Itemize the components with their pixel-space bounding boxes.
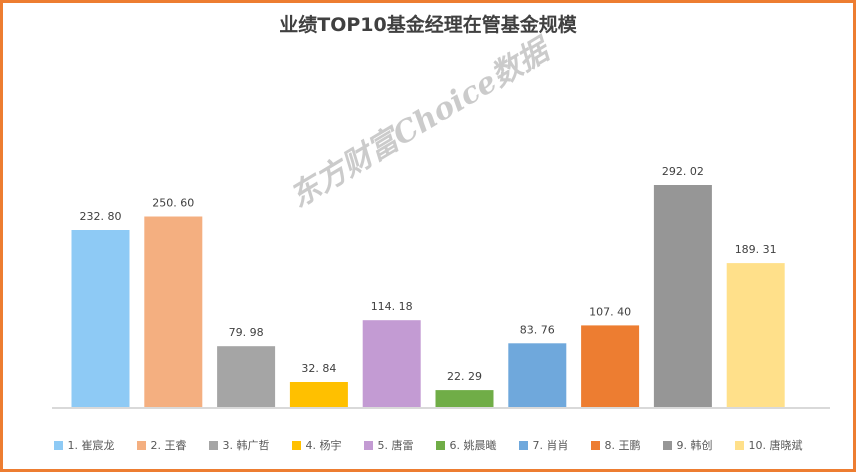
legend-item-2: 2. 王睿 <box>136 437 187 453</box>
legend-label: 9. 韩创 <box>676 439 713 452</box>
bar-1 <box>71 230 130 407</box>
data-label-2: 250. 60 <box>152 197 194 210</box>
legend: 1. 崔宸龙 2. 王睿 3. 韩广哲 4. 杨宇 5. 唐雷 6. 姚晨曦 7. 肖肖 8.… <box>0 437 856 453</box>
legend-label: 8. 王鹏 <box>604 439 641 452</box>
legend-label: 3. 韩广哲 <box>222 439 270 452</box>
bar-6 <box>435 390 494 407</box>
legend-item-10: 10. 唐晓斌 <box>734 437 803 453</box>
bar-10 <box>726 263 785 407</box>
legend-label: 2. 王睿 <box>150 439 187 452</box>
legend-label: 1. 崔宸龙 <box>67 439 115 452</box>
legend-swatch <box>53 440 63 450</box>
chart-title: 业绩TOP10基金经理在管基金规模 <box>279 14 577 36</box>
bar-7 <box>508 343 567 407</box>
legend-label: 5. 唐雷 <box>377 439 414 452</box>
data-label-1: 232. 80 <box>80 210 122 223</box>
legend-swatch <box>734 440 744 450</box>
bar-3 <box>217 346 276 407</box>
bar-chart: 232. 80 250. 60 79. 98 32. 84 114. 18 22. 29 8… <box>52 165 830 409</box>
bar-9 <box>653 185 712 407</box>
data-label-5: 114. 18 <box>371 300 413 313</box>
legend-swatch <box>662 440 672 450</box>
legend-item-9: 9. 韩创 <box>662 437 713 453</box>
legend-swatch <box>518 440 528 450</box>
legend-item-6: 6. 姚晨曦 <box>435 437 497 453</box>
legend-item-3: 3. 韩广哲 <box>208 437 270 453</box>
legend-swatch <box>435 440 445 450</box>
legend-label: 6. 姚晨曦 <box>449 439 497 452</box>
data-label-7: 83. 76 <box>520 323 555 336</box>
legend-item-7: 7. 肖肖 <box>518 437 569 453</box>
legend-item-1: 1. 崔宸龙 <box>53 437 115 453</box>
data-label-9: 292. 02 <box>662 165 704 178</box>
data-label-4: 32. 84 <box>301 362 336 375</box>
legend-swatch <box>136 440 146 450</box>
data-label-10: 189. 31 <box>735 243 777 256</box>
legend-label: 7. 肖肖 <box>532 439 569 452</box>
data-label-8: 107. 40 <box>589 305 631 318</box>
data-label-6: 22. 29 <box>447 370 482 383</box>
legend-swatch <box>363 440 373 450</box>
legend-item-5: 5. 唐雷 <box>363 437 414 453</box>
bar-4 <box>289 382 348 407</box>
data-label-3: 79. 98 <box>229 326 264 339</box>
bar-2 <box>144 216 203 407</box>
legend-label: 10. 唐晓斌 <box>748 439 803 452</box>
legend-item-8: 8. 王鹏 <box>590 437 641 453</box>
bar-5 <box>362 320 421 407</box>
legend-swatch <box>208 440 218 450</box>
legend-label: 4. 杨宇 <box>305 439 342 452</box>
legend-swatch <box>590 440 600 450</box>
legend-item-4: 4. 杨宇 <box>291 437 342 453</box>
bar-8 <box>581 325 640 407</box>
legend-swatch <box>291 440 301 450</box>
